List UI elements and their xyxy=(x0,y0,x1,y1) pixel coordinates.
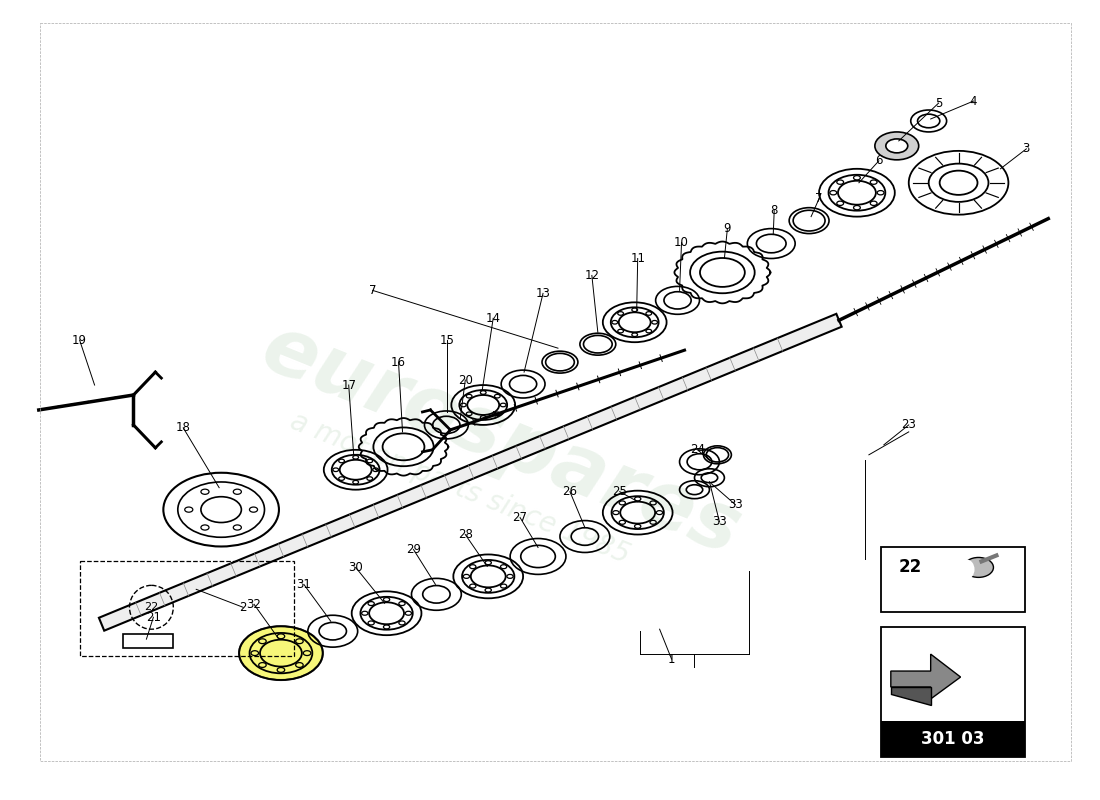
Text: eurospares: eurospares xyxy=(250,308,751,571)
Text: 13: 13 xyxy=(536,287,550,300)
Text: 27: 27 xyxy=(513,511,528,524)
Bar xyxy=(881,547,1025,612)
Text: 21: 21 xyxy=(146,610,161,624)
Text: 15: 15 xyxy=(440,334,454,346)
Polygon shape xyxy=(891,654,960,699)
Text: 1: 1 xyxy=(668,653,675,666)
Bar xyxy=(123,634,174,648)
Text: 8: 8 xyxy=(770,204,778,217)
Text: 18: 18 xyxy=(176,422,190,434)
Text: 24: 24 xyxy=(690,443,705,456)
Text: 28: 28 xyxy=(458,528,473,541)
Text: 10: 10 xyxy=(674,236,689,249)
Text: 5: 5 xyxy=(935,97,943,110)
Text: 26: 26 xyxy=(562,485,578,498)
Text: 19: 19 xyxy=(73,334,87,346)
Text: 3: 3 xyxy=(1023,142,1030,155)
Ellipse shape xyxy=(964,558,993,578)
Bar xyxy=(881,721,1025,757)
Bar xyxy=(79,562,294,656)
Text: 29: 29 xyxy=(406,543,421,556)
Text: 20: 20 xyxy=(458,374,473,386)
Text: 22: 22 xyxy=(144,602,158,612)
Text: 4: 4 xyxy=(970,94,977,107)
Text: 301 03: 301 03 xyxy=(921,730,984,748)
Polygon shape xyxy=(99,314,842,630)
Text: 33: 33 xyxy=(728,498,743,511)
Text: 32: 32 xyxy=(246,598,262,610)
Text: 17: 17 xyxy=(341,378,356,391)
Ellipse shape xyxy=(239,626,322,680)
Text: 7: 7 xyxy=(368,284,376,297)
Text: 11: 11 xyxy=(630,252,646,265)
Text: a motion parts since 1985: a motion parts since 1985 xyxy=(286,406,635,569)
Text: 9: 9 xyxy=(724,222,732,235)
Text: 2: 2 xyxy=(240,601,246,614)
Ellipse shape xyxy=(874,132,918,160)
Ellipse shape xyxy=(958,559,975,579)
Polygon shape xyxy=(891,687,931,705)
Text: 7: 7 xyxy=(815,192,823,206)
Ellipse shape xyxy=(886,139,907,153)
Bar xyxy=(881,627,1025,757)
Text: 31: 31 xyxy=(296,578,311,591)
Text: 22: 22 xyxy=(899,558,922,577)
Text: 16: 16 xyxy=(390,356,406,369)
Text: 12: 12 xyxy=(584,269,600,282)
Text: 33: 33 xyxy=(712,515,727,528)
Text: 6: 6 xyxy=(876,154,882,167)
Text: 25: 25 xyxy=(613,485,627,498)
Text: 23: 23 xyxy=(901,418,916,431)
Text: 14: 14 xyxy=(486,312,500,325)
Text: 30: 30 xyxy=(349,561,363,574)
